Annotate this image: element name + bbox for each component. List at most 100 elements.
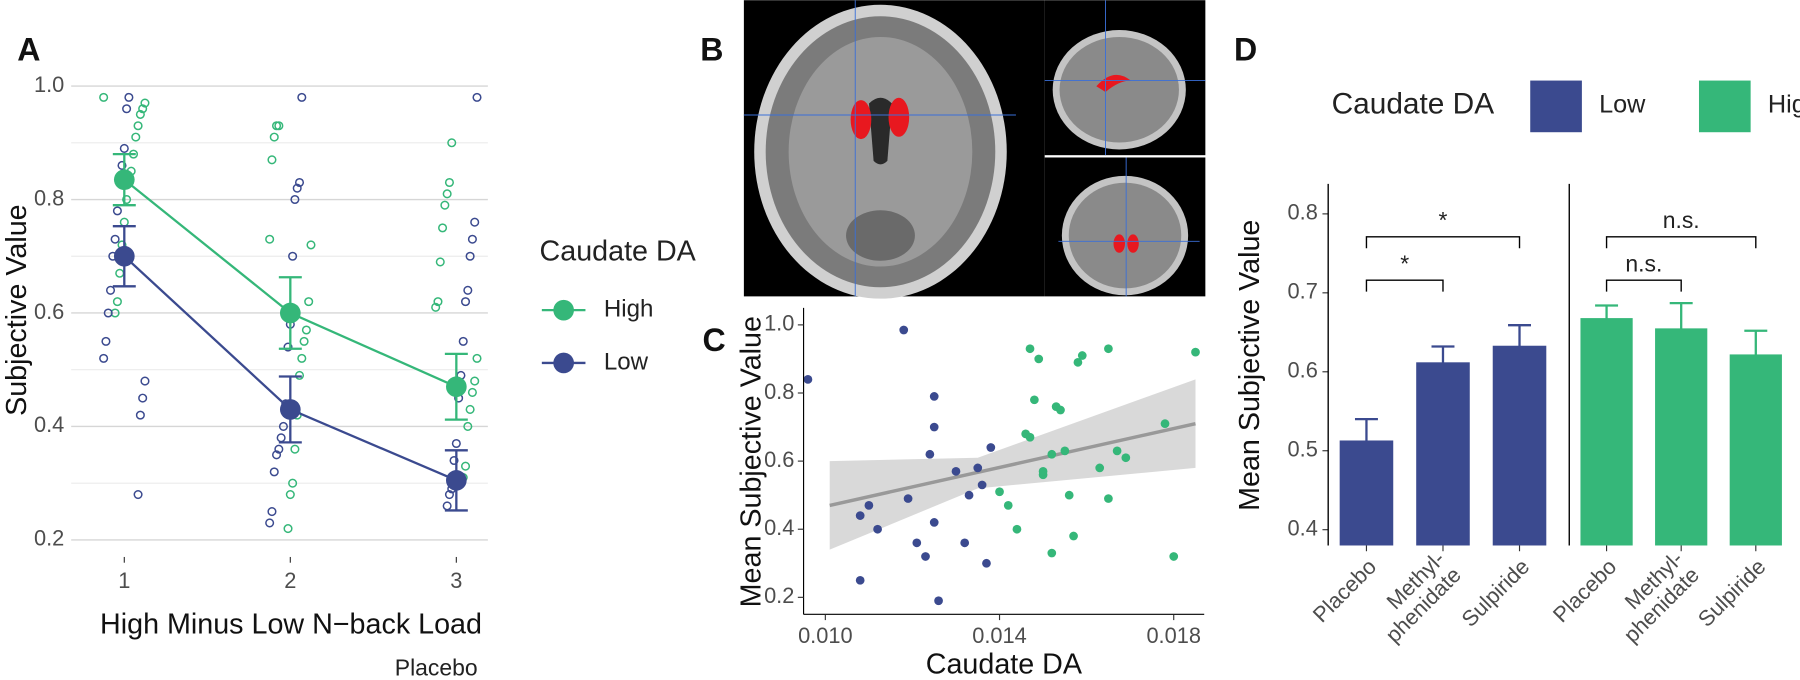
raw-point <box>458 336 468 346</box>
point <box>929 518 939 527</box>
raw-point <box>103 308 113 318</box>
point <box>1121 453 1131 463</box>
point <box>960 538 970 548</box>
brain <box>1068 182 1182 289</box>
y-tick-label: 0.4 <box>34 412 64 437</box>
x-tick-label: Sulpiride <box>1693 554 1771 632</box>
x-tick-label: Methyl-phenidate <box>1602 546 1704 648</box>
point <box>921 552 930 561</box>
mean-point <box>446 376 467 398</box>
point <box>977 480 987 490</box>
x-axis-title: Caudate DA <box>926 649 1083 680</box>
raw-point <box>265 234 275 244</box>
point <box>929 392 939 401</box>
point <box>982 558 991 568</box>
raw-point <box>119 217 129 227</box>
raw-point <box>99 92 109 102</box>
x-tick-label: Methyl-phenidate <box>1364 546 1466 648</box>
raw-point <box>438 223 448 233</box>
raw-point <box>444 177 454 188</box>
x-tick-label: 0.014 <box>972 623 1027 648</box>
point <box>973 463 983 473</box>
raw-point <box>301 325 311 335</box>
point <box>899 325 909 335</box>
y-tick-label: 0.6 <box>1288 358 1318 383</box>
raw-point <box>465 251 475 261</box>
point <box>1047 449 1057 459</box>
x-axis-title: High Minus Low N−back Load <box>100 608 482 640</box>
raw-point <box>267 507 277 517</box>
point <box>1069 531 1078 541</box>
point <box>1112 446 1122 456</box>
raw-point <box>278 421 288 432</box>
legend-label: Low <box>1599 90 1646 118</box>
raw-point <box>105 285 116 295</box>
raw-point <box>269 132 279 142</box>
x-tick-label: 1 <box>118 568 130 593</box>
panel-label: D <box>1234 31 1257 67</box>
mean-point <box>113 245 135 267</box>
raw-point <box>138 104 148 114</box>
x-tick-label: Placebo <box>1548 554 1621 627</box>
raw-point <box>140 98 150 108</box>
raw-point <box>306 240 316 250</box>
point <box>1077 351 1087 360</box>
significance-bracket <box>1605 236 1757 249</box>
point <box>1169 552 1179 561</box>
raw-point <box>265 518 275 528</box>
point <box>1025 432 1035 442</box>
x-tick-label-line: Sulpiride <box>1456 554 1534 632</box>
raw-point <box>449 455 459 466</box>
y-tick-label: 0.2 <box>764 583 794 608</box>
caudate-coronal <box>1127 234 1139 253</box>
y-tick-label: 0.4 <box>1288 515 1318 540</box>
raw-point <box>110 234 120 244</box>
raw-point <box>288 478 298 488</box>
y-axis-title: Mean Subjective Value <box>736 316 768 607</box>
raw-point <box>283 524 293 534</box>
legend-title: Caudate DA <box>1332 88 1495 121</box>
raw-point <box>124 92 134 102</box>
caption: Placebo <box>395 655 478 680</box>
raw-point <box>133 490 143 500</box>
raw-point <box>467 234 477 244</box>
raw-point <box>460 297 471 307</box>
brain <box>1059 36 1179 143</box>
raw-point <box>112 297 122 307</box>
y-tick-label: 0.5 <box>1288 437 1318 462</box>
point <box>1191 347 1200 357</box>
raw-point <box>463 421 473 432</box>
y-tick-label: 1.0 <box>764 311 794 336</box>
caudate-left <box>850 100 872 140</box>
raw-point <box>276 433 286 443</box>
raw-point <box>272 121 282 131</box>
x-tick-label: 2 <box>284 568 296 593</box>
raw-point <box>274 444 284 454</box>
x-tick-label: 3 <box>450 568 462 593</box>
raw-point <box>135 109 145 119</box>
raw-point <box>467 387 477 397</box>
raw-point <box>292 183 302 193</box>
raw-point <box>122 194 132 205</box>
raw-point <box>267 155 277 165</box>
panel-label: B <box>700 31 723 67</box>
point <box>1056 405 1065 415</box>
mean-point <box>279 399 301 420</box>
raw-point <box>304 297 314 307</box>
legend-label: High <box>1768 90 1800 118</box>
point <box>1012 524 1022 534</box>
raw-point <box>472 92 482 102</box>
brain-image <box>743 0 1206 299</box>
raw-point <box>138 393 148 403</box>
point <box>1003 501 1013 510</box>
point <box>934 596 943 606</box>
raw-point <box>290 194 300 205</box>
caudate-coronal <box>1113 234 1125 253</box>
raw-point <box>131 132 141 142</box>
point <box>995 487 1004 497</box>
midbrain <box>846 210 915 261</box>
point <box>929 422 939 432</box>
point <box>925 449 935 459</box>
y-tick-label: 0.8 <box>34 185 64 210</box>
